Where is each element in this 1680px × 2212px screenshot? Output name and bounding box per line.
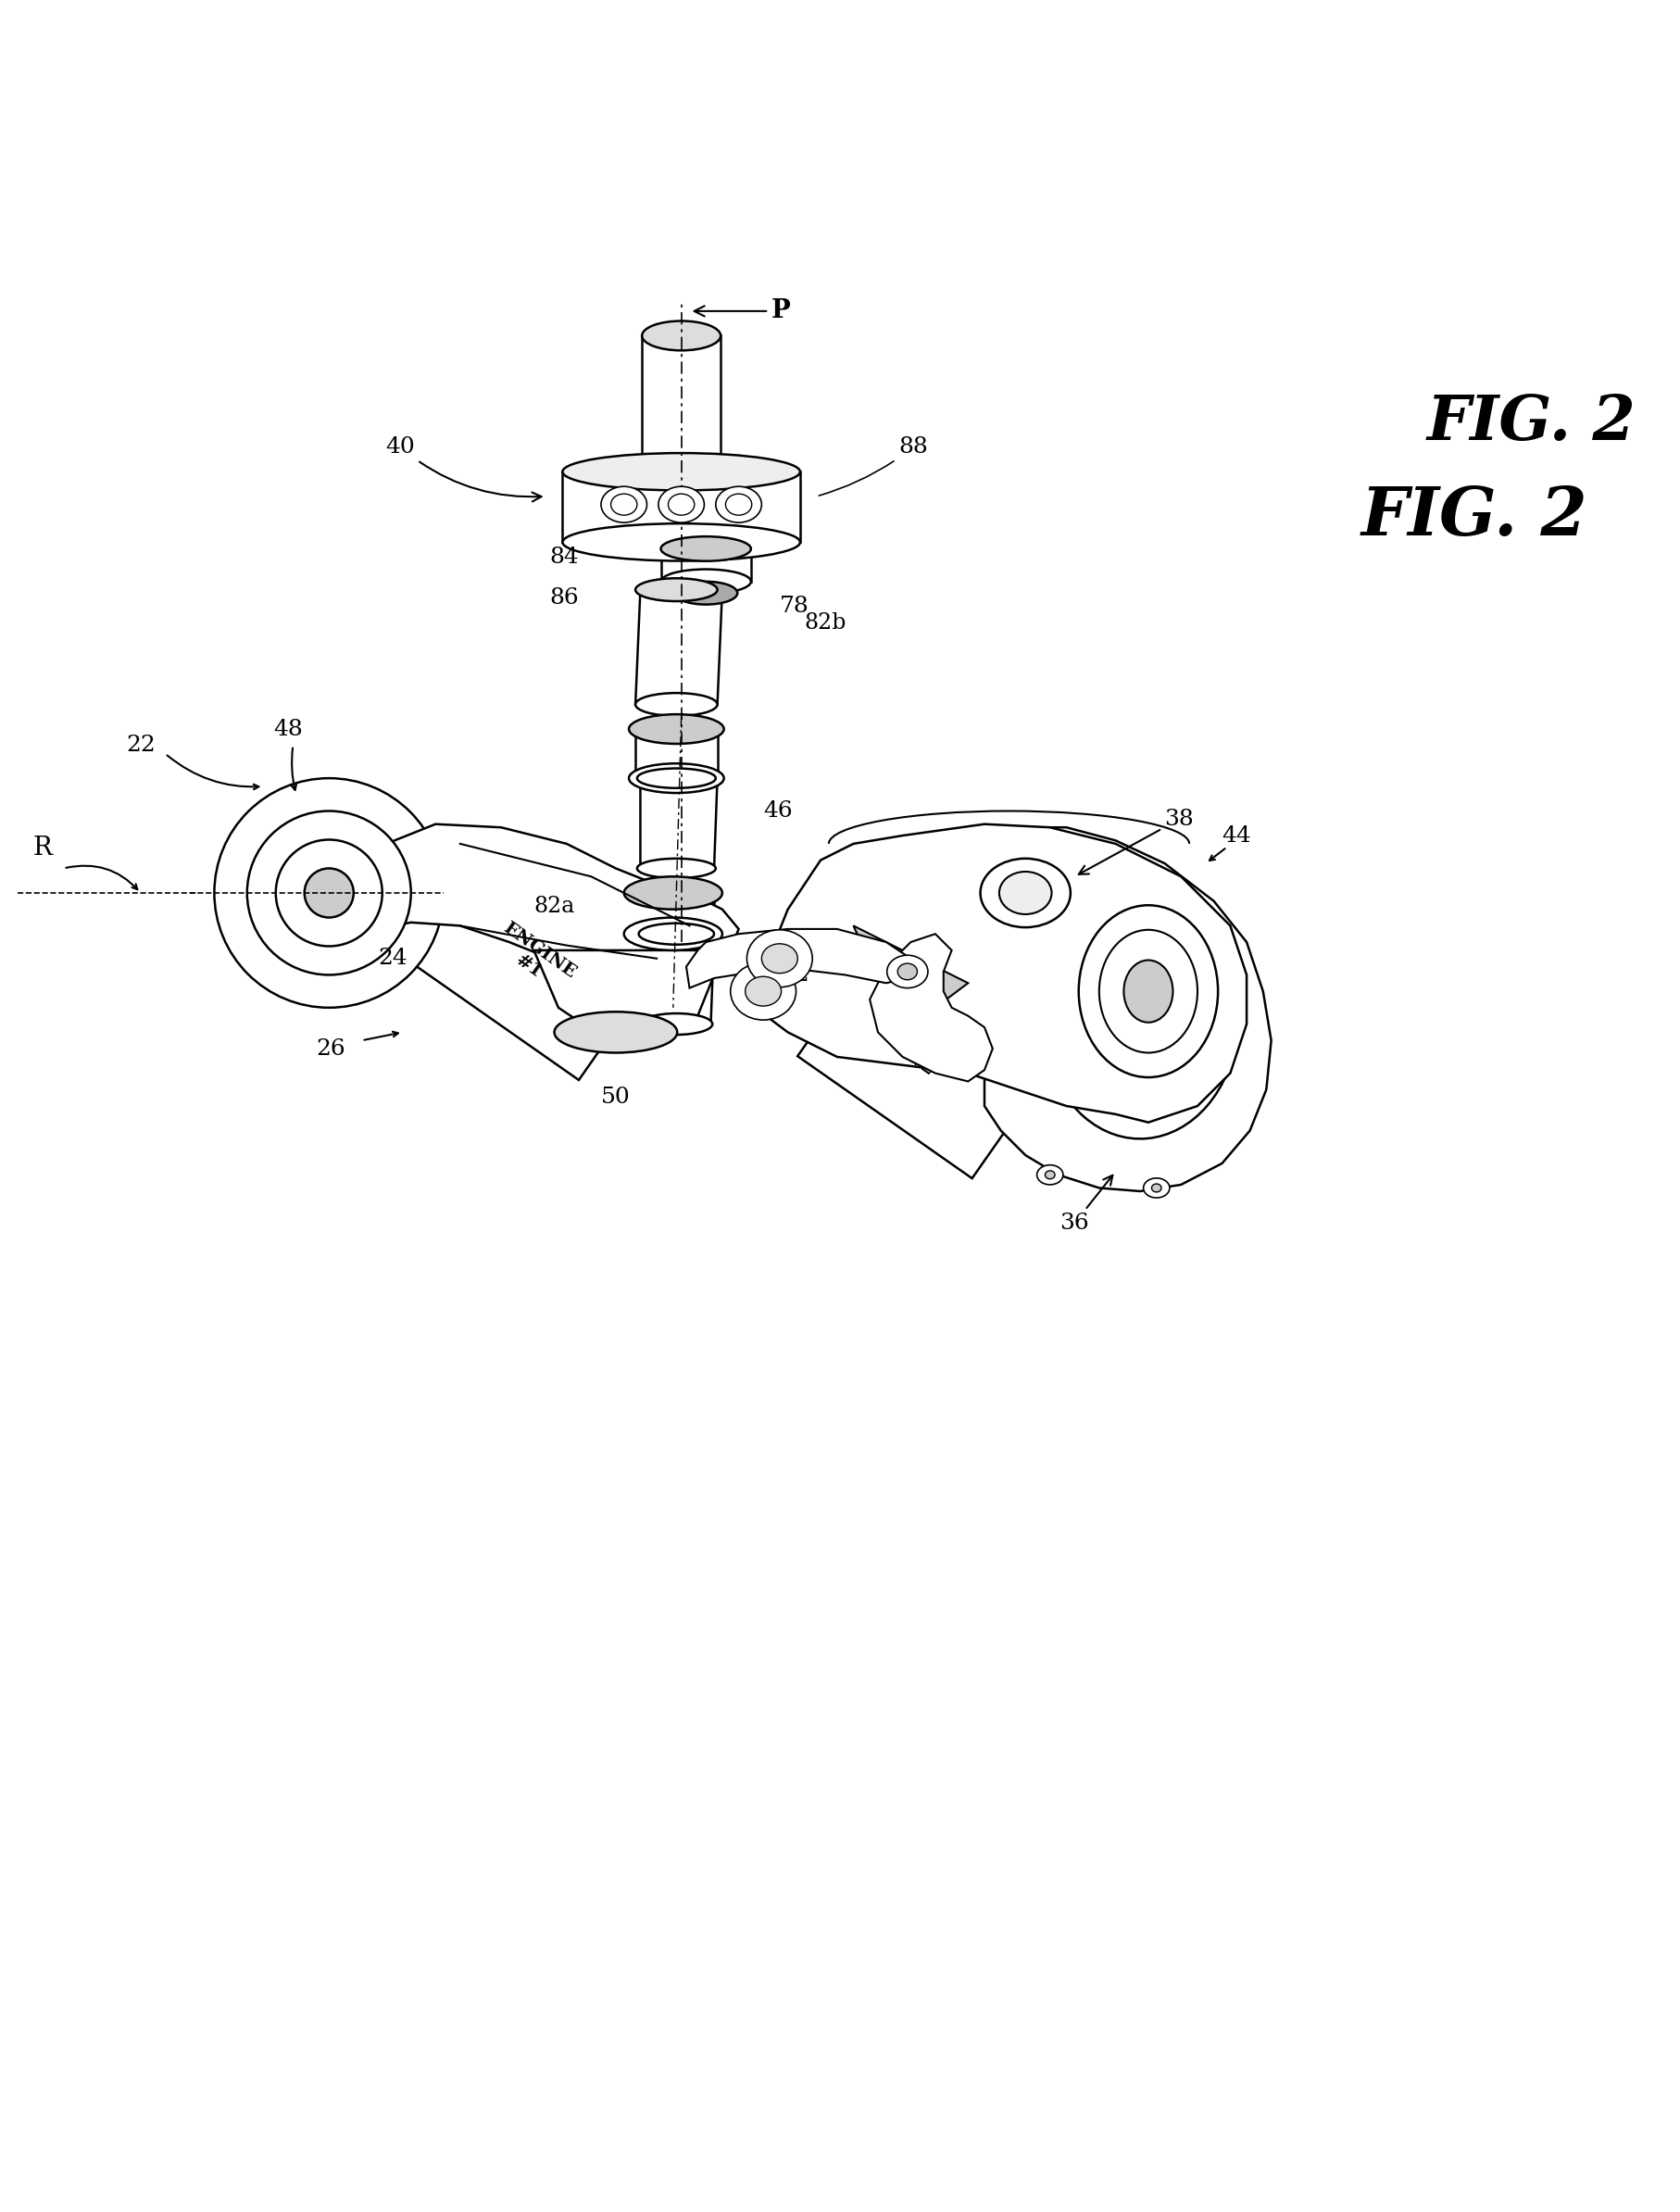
Text: 36: 36 — [1060, 1175, 1112, 1234]
Ellipse shape — [998, 872, 1052, 914]
Ellipse shape — [1124, 960, 1173, 1022]
Text: FIG. 2: FIG. 2 — [1426, 394, 1635, 453]
Text: 46: 46 — [763, 801, 793, 821]
Ellipse shape — [276, 841, 381, 947]
Text: 22: 22 — [126, 734, 155, 757]
Ellipse shape — [744, 975, 781, 1006]
Ellipse shape — [637, 768, 716, 787]
Text: 78: 78 — [780, 595, 808, 617]
Ellipse shape — [1045, 1170, 1055, 1179]
Text: 38: 38 — [1079, 810, 1193, 874]
Text: 40: 40 — [385, 436, 541, 502]
Ellipse shape — [1079, 905, 1218, 1077]
Polygon shape — [534, 951, 714, 1040]
Ellipse shape — [887, 956, 927, 989]
Ellipse shape — [746, 929, 811, 987]
Polygon shape — [344, 825, 738, 975]
Polygon shape — [640, 933, 714, 1024]
Text: 50: 50 — [601, 1086, 630, 1108]
Polygon shape — [853, 925, 968, 1033]
Ellipse shape — [979, 858, 1070, 927]
Polygon shape — [635, 591, 722, 703]
Text: 82b: 82b — [803, 613, 845, 633]
Text: R: R — [32, 836, 52, 860]
Ellipse shape — [1151, 1183, 1161, 1192]
Text: P: P — [694, 299, 790, 323]
Polygon shape — [563, 471, 800, 542]
Ellipse shape — [554, 1011, 677, 1053]
Polygon shape — [660, 549, 751, 582]
Text: 84: 84 — [549, 546, 578, 568]
Text: 26: 26 — [316, 1037, 344, 1060]
Polygon shape — [640, 779, 717, 869]
Ellipse shape — [247, 812, 410, 975]
Text: 82a: 82a — [534, 896, 575, 916]
Polygon shape — [754, 825, 1247, 1121]
Polygon shape — [635, 730, 717, 779]
Ellipse shape — [635, 577, 717, 602]
Ellipse shape — [642, 321, 721, 349]
Text: 86: 86 — [549, 586, 578, 608]
Bar — [405, 836, 664, 1079]
Text: ENGINE
#2: ENGINE #2 — [882, 1018, 971, 1095]
Ellipse shape — [1142, 1179, 1169, 1197]
Text: 24: 24 — [378, 949, 408, 969]
Text: 44: 44 — [1221, 825, 1252, 847]
Ellipse shape — [659, 487, 704, 522]
Ellipse shape — [628, 763, 724, 792]
Ellipse shape — [642, 460, 721, 489]
Ellipse shape — [563, 524, 800, 562]
Ellipse shape — [623, 918, 722, 951]
Ellipse shape — [716, 487, 761, 522]
Ellipse shape — [897, 964, 917, 980]
Text: 48: 48 — [274, 719, 302, 739]
Ellipse shape — [640, 1013, 712, 1035]
Text: FIG. 2: FIG. 2 — [1361, 482, 1588, 549]
Polygon shape — [919, 827, 1270, 1192]
Ellipse shape — [638, 922, 714, 945]
Ellipse shape — [601, 487, 647, 522]
Text: 42: 42 — [780, 964, 808, 987]
Ellipse shape — [213, 779, 444, 1009]
Polygon shape — [642, 336, 721, 476]
Ellipse shape — [761, 945, 798, 973]
Ellipse shape — [637, 858, 716, 878]
Ellipse shape — [563, 453, 800, 491]
Bar — [796, 936, 1057, 1179]
Ellipse shape — [674, 582, 738, 604]
Polygon shape — [685, 929, 911, 989]
Polygon shape — [869, 933, 993, 1082]
Ellipse shape — [304, 869, 353, 918]
Ellipse shape — [623, 876, 722, 909]
Polygon shape — [635, 894, 714, 933]
Ellipse shape — [660, 538, 751, 562]
Text: 88: 88 — [818, 436, 927, 495]
Ellipse shape — [628, 714, 724, 743]
Ellipse shape — [731, 962, 796, 1020]
Ellipse shape — [660, 568, 751, 593]
Ellipse shape — [1037, 1166, 1062, 1186]
Ellipse shape — [635, 692, 717, 717]
Text: ENGINE
#1: ENGINE #1 — [489, 920, 578, 998]
